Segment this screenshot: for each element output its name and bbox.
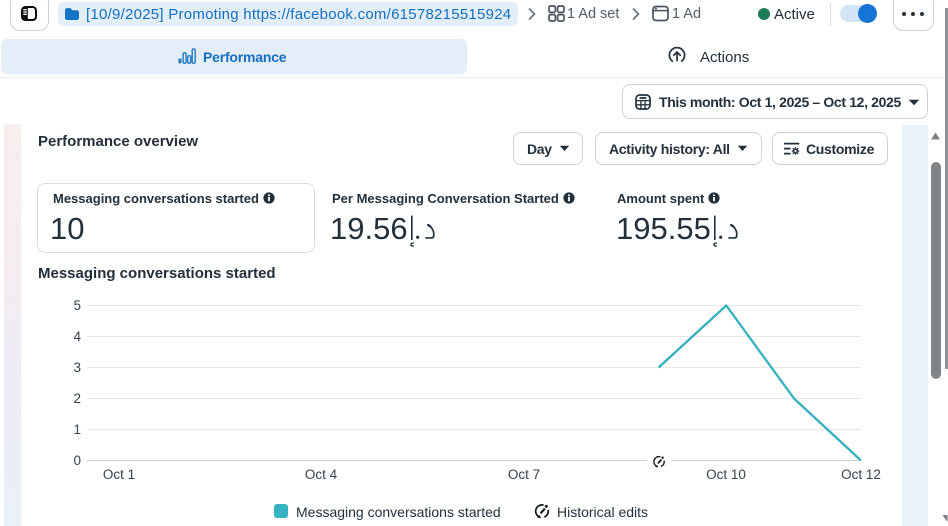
svg-text:Oct 4: Oct 4 <box>305 467 338 482</box>
svg-text:Oct 1: Oct 1 <box>103 467 135 482</box>
svg-text:2: 2 <box>73 391 81 406</box>
svg-text:0: 0 <box>73 453 81 468</box>
svg-text:3: 3 <box>73 360 81 375</box>
svg-text:1: 1 <box>73 422 81 437</box>
svg-text:4: 4 <box>73 329 81 344</box>
svg-text:Oct 10: Oct 10 <box>706 467 746 482</box>
svg-text:Oct 7: Oct 7 <box>508 467 540 482</box>
svg-text:5: 5 <box>73 298 81 313</box>
svg-text:Oct 12: Oct 12 <box>841 467 881 482</box>
